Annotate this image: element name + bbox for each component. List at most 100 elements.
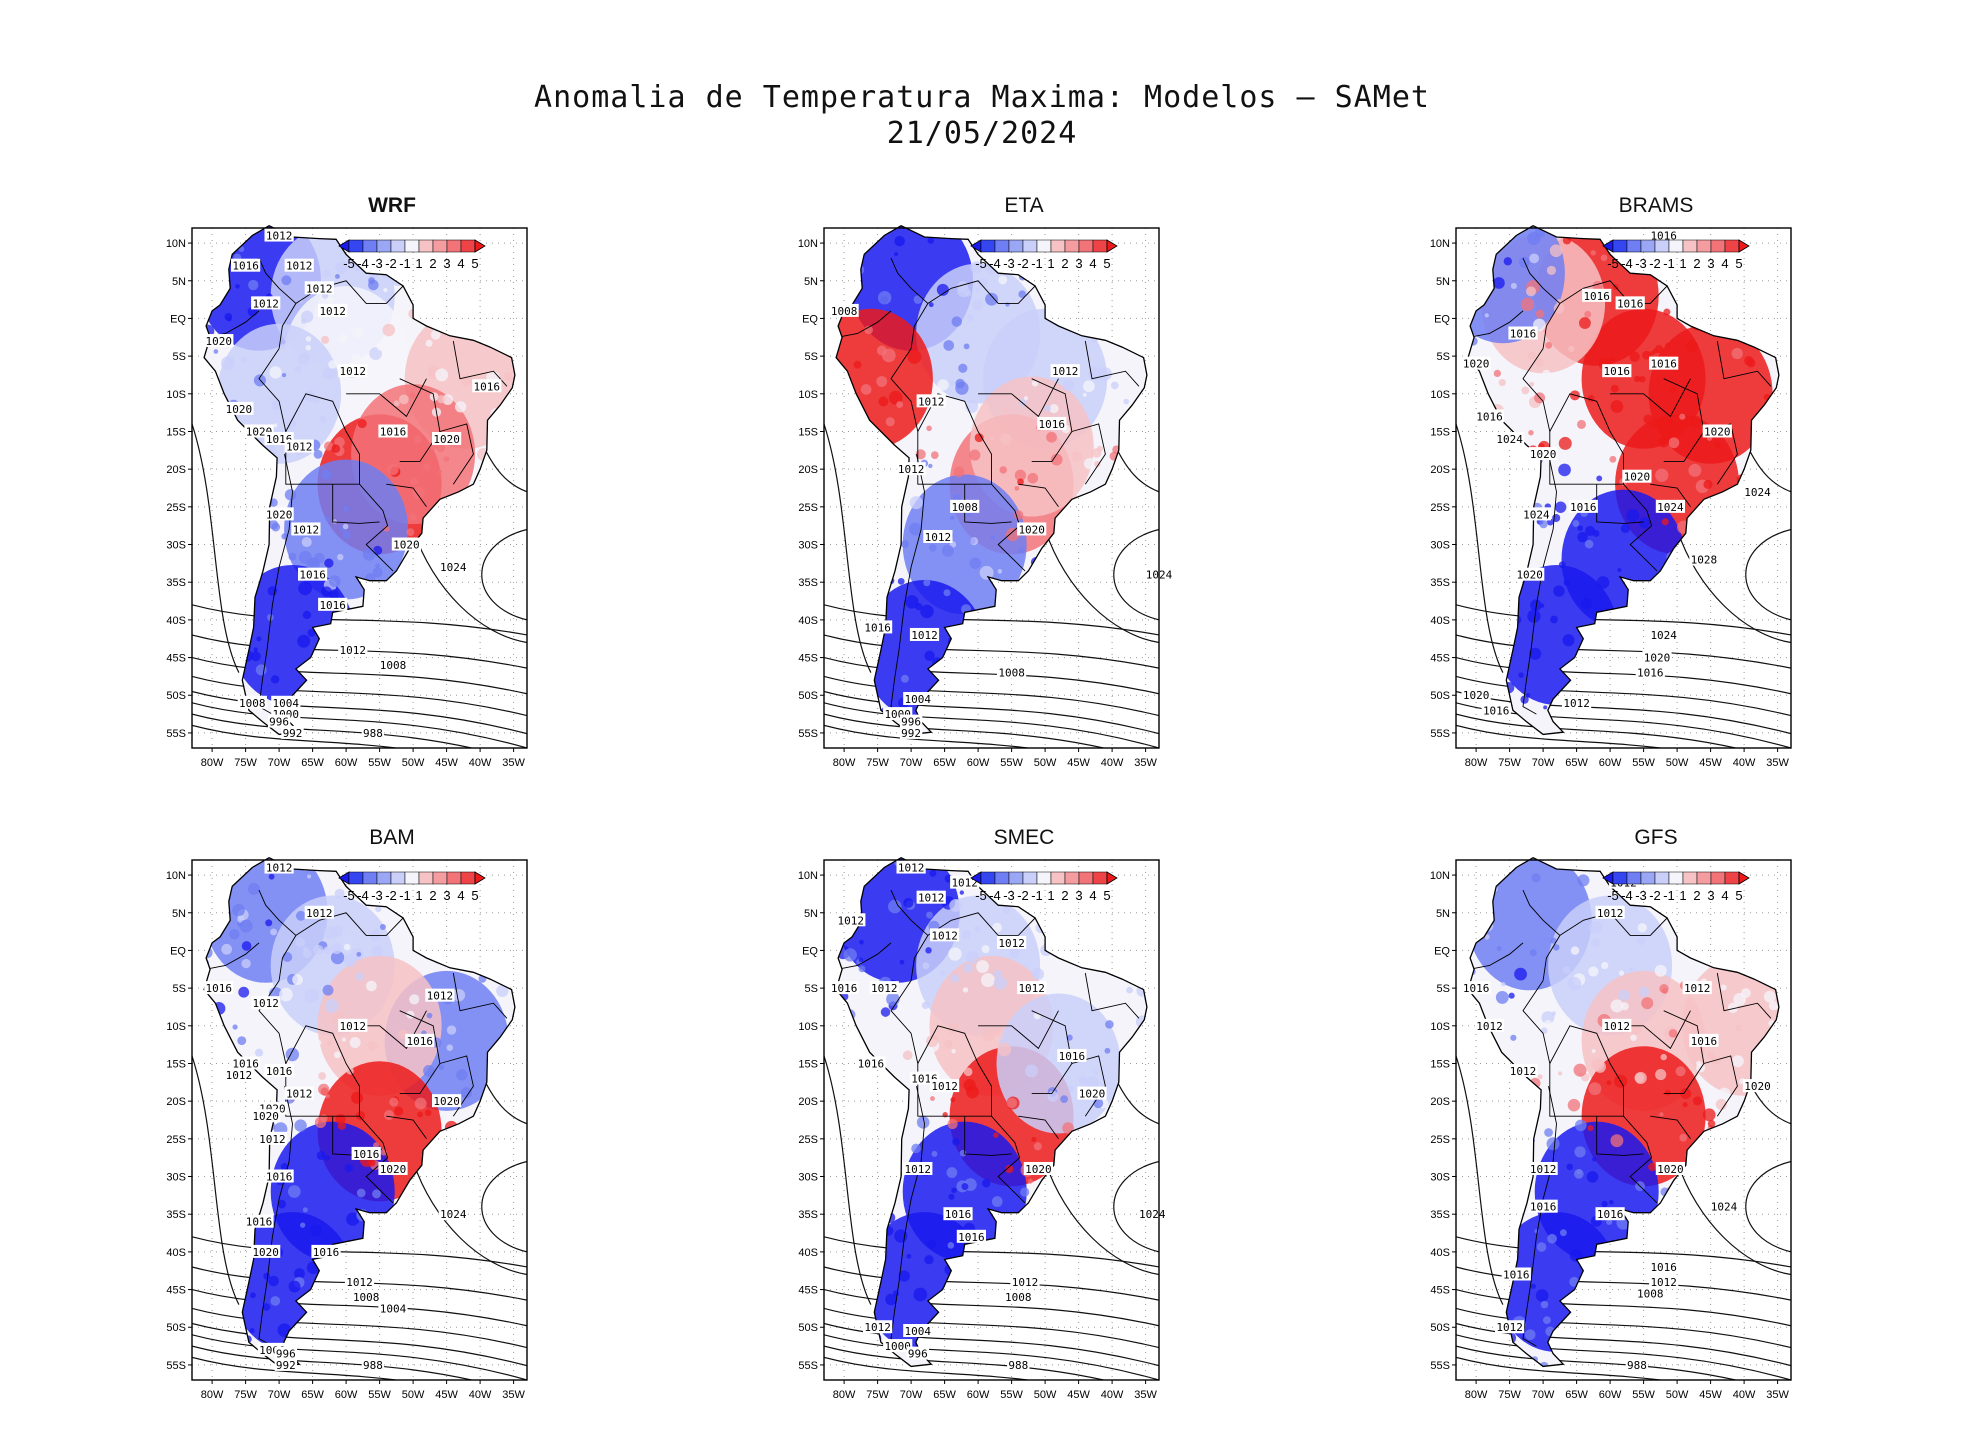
colorbar-swatch bbox=[390, 239, 406, 253]
anomaly-speckle bbox=[284, 489, 297, 501]
colorbar-swatch bbox=[1064, 871, 1080, 885]
anomaly-speckle bbox=[1530, 1283, 1537, 1289]
y-tick-label: 10S bbox=[166, 389, 186, 401]
anomaly-speckle bbox=[1610, 384, 1619, 393]
colorbar-tick: -4 bbox=[989, 888, 1001, 903]
pressure-label: 1020 bbox=[1704, 425, 1731, 438]
anomaly-speckle bbox=[379, 923, 386, 930]
anomaly-speckle bbox=[324, 1155, 331, 1161]
country-border bbox=[1084, 972, 1140, 1019]
anomaly-speckle bbox=[1679, 413, 1686, 420]
anomaly-speckle bbox=[304, 989, 319, 1003]
colorbar-tick: -4 bbox=[989, 256, 1001, 271]
pressure-label-box bbox=[1615, 296, 1645, 310]
anomaly-speckle bbox=[900, 674, 909, 683]
isobar-line bbox=[192, 1322, 527, 1367]
pressure-label-box bbox=[903, 1324, 933, 1338]
isobar-line bbox=[824, 423, 872, 673]
colorbar-swatch bbox=[1092, 871, 1108, 885]
isobar-high-cell bbox=[1745, 528, 1791, 621]
anomaly-speckle bbox=[1577, 531, 1588, 543]
anomaly-speckle bbox=[1529, 949, 1537, 957]
colorbar-tick: -2 bbox=[385, 256, 397, 271]
isobar-line bbox=[192, 675, 527, 717]
anomaly-speckle bbox=[1617, 568, 1622, 573]
anomaly-speckle bbox=[368, 277, 376, 284]
pressure-label-box bbox=[1037, 416, 1067, 430]
colorbar-tick: -2 bbox=[1017, 256, 1029, 271]
anomaly-speckle bbox=[1542, 1316, 1551, 1325]
colorbar-tick: -5 bbox=[1607, 888, 1619, 903]
anomaly-speckle bbox=[295, 937, 305, 948]
isobar-line bbox=[192, 1345, 475, 1380]
y-tick-label: 10N bbox=[798, 870, 818, 882]
y-tick-label: 45S bbox=[1430, 1285, 1450, 1297]
anomaly-speckle bbox=[456, 1069, 468, 1081]
pressure-label-box bbox=[1508, 1064, 1538, 1078]
y-tick-label: 10N bbox=[166, 870, 186, 882]
anomaly-speckle bbox=[1503, 257, 1512, 266]
colorbar-tick: -5 bbox=[975, 256, 987, 271]
anomaly-speckle bbox=[1536, 1242, 1547, 1252]
pressure-label: 1016 bbox=[299, 569, 326, 582]
y-tick-label: EQ bbox=[170, 945, 186, 957]
y-tick-label: 55S bbox=[1430, 728, 1450, 740]
anomaly-speckle bbox=[1591, 1048, 1596, 1054]
panel-title-eta: ETA bbox=[1004, 194, 1044, 217]
anomaly-speckle bbox=[326, 296, 335, 305]
anomaly-speckle bbox=[298, 581, 313, 596]
anomaly-speckle bbox=[860, 384, 872, 395]
x-tick-label: 80W bbox=[833, 757, 856, 769]
pressure-label: 1028 bbox=[1691, 554, 1718, 567]
pressure-label: 1012 bbox=[918, 892, 945, 905]
y-tick-label: 50S bbox=[1430, 690, 1450, 702]
y-tick-label: 55S bbox=[798, 728, 818, 740]
anomaly-speckle bbox=[316, 1150, 326, 1161]
anomaly-speckle bbox=[1735, 1024, 1742, 1032]
anomaly-speckle bbox=[993, 976, 1008, 990]
anomaly-speckle bbox=[1718, 1087, 1731, 1100]
isobar-line bbox=[1676, 1161, 1791, 1276]
isobar-line bbox=[824, 656, 1159, 695]
anomaly-speckle bbox=[398, 394, 409, 405]
isobar-line bbox=[824, 1288, 1159, 1327]
pressure-label-box bbox=[405, 1033, 435, 1047]
isobar-line bbox=[1456, 1334, 1791, 1380]
country-border bbox=[890, 980, 919, 1064]
anomaly-speckle bbox=[325, 516, 331, 522]
anomaly-speckle bbox=[1746, 358, 1756, 368]
pressure-label-box bbox=[224, 1067, 254, 1081]
anomaly-speckle bbox=[858, 957, 864, 963]
colorbar-swatch bbox=[1640, 871, 1656, 885]
anomaly-speckle bbox=[1510, 1034, 1517, 1041]
country-border bbox=[917, 431, 965, 485]
pressure-label-box bbox=[1649, 356, 1679, 370]
anomaly-speckle bbox=[250, 1292, 256, 1299]
anomaly-speckle bbox=[907, 349, 922, 364]
anomaly-speckle bbox=[943, 1039, 953, 1049]
x-tick-label: 50W bbox=[1666, 757, 1689, 769]
anomaly-speckle bbox=[335, 1113, 346, 1125]
colorbar-swatch bbox=[432, 871, 448, 885]
x-tick-label: 80W bbox=[1465, 1389, 1488, 1401]
anomaly-speckle bbox=[442, 394, 454, 405]
pressure-label: 1012 bbox=[1018, 982, 1044, 995]
anomaly-speckle bbox=[1714, 442, 1721, 449]
anomaly-speckle bbox=[1023, 396, 1029, 401]
pressure-label: 1016 bbox=[246, 1216, 273, 1229]
anomaly-speckle bbox=[1720, 984, 1727, 991]
y-tick-label: 10S bbox=[798, 1021, 818, 1033]
anomaly-speckle bbox=[1098, 367, 1112, 381]
colorbar-tick: -3 bbox=[1635, 888, 1647, 903]
anomaly-speckle bbox=[929, 543, 937, 552]
pressure-label: 1016 bbox=[1570, 501, 1597, 514]
colorbar-swatch bbox=[432, 239, 448, 253]
anomaly-speckle bbox=[1763, 990, 1776, 1003]
pressure-label: 1012 bbox=[286, 1088, 313, 1101]
anomaly-speckle bbox=[273, 423, 278, 428]
anomaly-speckle bbox=[238, 986, 250, 998]
anomaly-speckle bbox=[373, 1142, 379, 1149]
pressure-label: 1016 bbox=[1637, 667, 1664, 680]
country-borders bbox=[1469, 889, 1772, 1347]
y-tick-label: 50S bbox=[798, 690, 818, 702]
